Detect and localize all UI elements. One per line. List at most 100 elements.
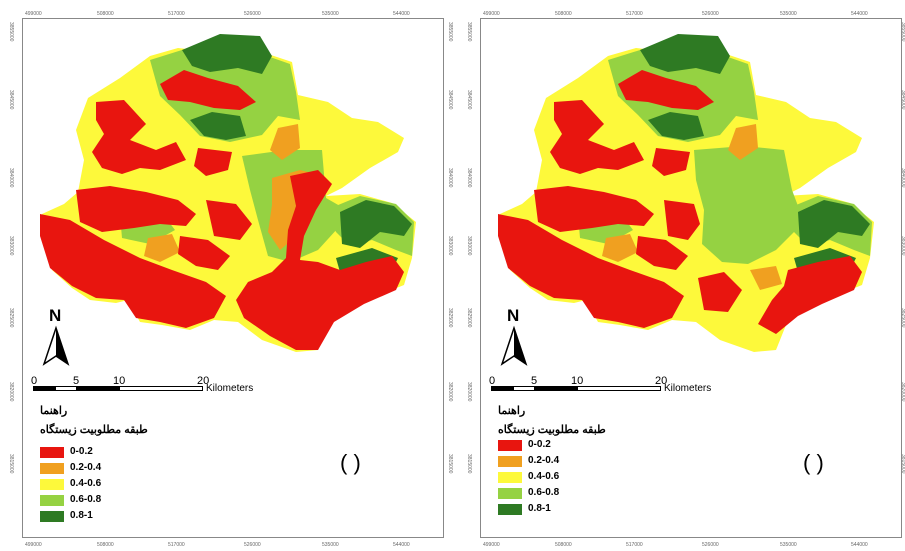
scale-bar bbox=[33, 386, 203, 391]
x-tick-label: 508000 bbox=[555, 542, 572, 548]
map-region-0.0-0.2 bbox=[498, 214, 684, 328]
x-tick-label: 544000 bbox=[851, 542, 868, 548]
map-region-0.0-0.2 bbox=[40, 214, 226, 328]
x-tick-label: 508000 bbox=[555, 11, 572, 17]
map-region-0.0-0.2 bbox=[178, 236, 230, 270]
map-region-0.2-0.4 bbox=[750, 266, 782, 290]
y-tick-label: 3855000 bbox=[447, 22, 453, 42]
legend-subtitle: طبقه مطلوبیت زیستگاه bbox=[498, 424, 606, 436]
x-tick-label: 526000 bbox=[702, 11, 719, 17]
map-region-0.2-0.4 bbox=[144, 234, 180, 262]
y-tick-label: 3815000 bbox=[900, 454, 905, 474]
x-tick-label: 499000 bbox=[25, 542, 42, 548]
y-tick-label: 3830000 bbox=[900, 236, 905, 256]
y-tick-label: 3820000 bbox=[8, 382, 14, 402]
scale-unit: Kilometers bbox=[664, 383, 712, 394]
scale-label: 5 bbox=[73, 375, 80, 387]
map-region-0.8-1 bbox=[182, 34, 272, 74]
x-tick-label: 535000 bbox=[322, 11, 339, 17]
legend-label: 0.8-1 bbox=[70, 510, 93, 521]
map-region-0.2-0.4 bbox=[602, 234, 638, 262]
x-tick-label: 526000 bbox=[244, 11, 261, 17]
map-panel-left: 499000 508000 517000 526000 535000 54400… bbox=[0, 0, 453, 551]
y-tick-label: 3815000 bbox=[466, 454, 472, 474]
legend-label: 0.4-0.6 bbox=[528, 471, 560, 482]
scale-unit: Kilometers bbox=[206, 383, 254, 394]
y-tick-label: 3825000 bbox=[8, 308, 14, 328]
y-tick-label: 3830000 bbox=[8, 236, 14, 256]
y-tick-label: 3845000 bbox=[466, 90, 472, 110]
x-tick-label: 499000 bbox=[25, 11, 42, 17]
y-tick-label: 3820000 bbox=[900, 382, 905, 402]
y-tick-label: 3815000 bbox=[8, 454, 14, 474]
legend-swatch bbox=[40, 495, 64, 506]
scale-label: 10 bbox=[571, 375, 584, 387]
map-region-0.0-0.2 bbox=[236, 170, 404, 350]
map-region-0.2-0.4 bbox=[728, 124, 758, 160]
map-region-0.0-0.2 bbox=[636, 236, 688, 270]
legend-swatch bbox=[40, 463, 64, 474]
y-tick-label: 3825000 bbox=[447, 308, 453, 328]
legend-swatch bbox=[498, 456, 522, 467]
y-tick-label: 3820000 bbox=[466, 382, 472, 402]
x-tick-label: 517000 bbox=[626, 542, 643, 548]
y-tick-label: 3845000 bbox=[447, 90, 453, 110]
north-label: N bbox=[507, 306, 520, 325]
map-region-0.0-0.2 bbox=[206, 200, 252, 240]
legend-swatch bbox=[40, 447, 64, 458]
y-tick-label: 3845000 bbox=[900, 90, 905, 110]
legend-label: 0.2-0.4 bbox=[70, 462, 102, 473]
x-tick-label: 517000 bbox=[626, 11, 643, 17]
x-tick-label: 535000 bbox=[780, 11, 797, 17]
x-tick-label: 544000 bbox=[393, 11, 410, 17]
scale-label: 0 bbox=[489, 375, 496, 387]
legend-label: 0.6-0.8 bbox=[70, 494, 102, 505]
x-tick-label: 535000 bbox=[780, 542, 797, 548]
map-region-0.0-0.2 bbox=[664, 200, 700, 240]
x-tick-label: 499000 bbox=[483, 542, 500, 548]
panel-label: ( ) bbox=[340, 450, 361, 475]
legend-label: 0.2-0.4 bbox=[528, 455, 560, 466]
scale-label: 20 bbox=[197, 375, 210, 387]
y-tick-label: 3855000 bbox=[8, 22, 14, 42]
y-tick-label: 3840000 bbox=[900, 168, 905, 188]
y-tick-label: 3820000 bbox=[447, 382, 453, 402]
legend-swatch bbox=[498, 472, 522, 483]
map-region-0.2-0.4 bbox=[270, 124, 300, 160]
x-tick-label: 517000 bbox=[168, 542, 185, 548]
habitat-suitability-map bbox=[40, 34, 416, 366]
habitat-suitability-map bbox=[498, 34, 874, 366]
legend-swatch bbox=[40, 479, 64, 490]
map-region-0.0-0.2 bbox=[618, 70, 714, 110]
map-region-0.0-0.2 bbox=[76, 186, 196, 232]
map-region-0.8-1 bbox=[640, 34, 730, 74]
y-tick-label: 3855000 bbox=[900, 22, 905, 42]
x-tick-label: 499000 bbox=[483, 11, 500, 17]
y-tick-label: 3830000 bbox=[447, 236, 453, 256]
legend-swatch bbox=[498, 488, 522, 499]
scale-label: 10 bbox=[113, 375, 126, 387]
scale-bar bbox=[491, 386, 661, 391]
legend-label: 0.6-0.8 bbox=[528, 487, 560, 498]
legend-label: 0.8-1 bbox=[528, 503, 551, 514]
map-region-0.0-0.2 bbox=[652, 148, 690, 176]
map-region-0.6-0.8 bbox=[694, 146, 798, 264]
y-tick-label: 3830000 bbox=[466, 236, 472, 256]
legend-label: 0-0.2 bbox=[70, 446, 93, 457]
legend-swatch bbox=[40, 511, 64, 522]
legend-label: 0-0.2 bbox=[528, 439, 551, 450]
x-tick-label: 508000 bbox=[97, 542, 114, 548]
y-tick-label: 3825000 bbox=[900, 308, 905, 328]
legend-subtitle: طبقه مطلوبیت زیستگاه bbox=[40, 424, 148, 436]
x-tick-label: 526000 bbox=[702, 542, 719, 548]
x-tick-label: 544000 bbox=[393, 542, 410, 548]
map-region-0.0-0.2 bbox=[534, 186, 654, 232]
map-region-0.0-0.2 bbox=[550, 100, 644, 174]
map-region-0.8-1 bbox=[190, 112, 246, 140]
legend-label: 0.4-0.6 bbox=[70, 478, 102, 489]
legend-swatch bbox=[498, 440, 522, 451]
map-region-0.0-0.2 bbox=[92, 100, 186, 174]
y-tick-label: 3845000 bbox=[8, 90, 14, 110]
scale-label: 5 bbox=[531, 375, 538, 387]
legend-swatch bbox=[498, 504, 522, 515]
